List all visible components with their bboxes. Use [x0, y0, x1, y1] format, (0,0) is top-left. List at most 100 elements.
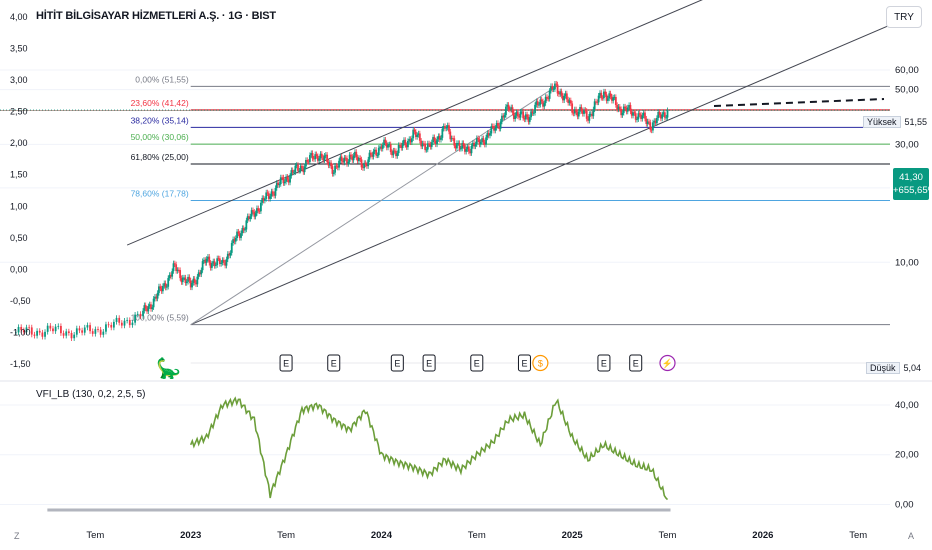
candle-body	[409, 138, 412, 143]
candle-body	[576, 112, 579, 117]
candle-body	[399, 145, 401, 146]
candle-body	[254, 213, 257, 217]
timezone-corner-label[interactable]: Z	[14, 531, 20, 541]
event-marker-0[interactable]: E	[279, 354, 293, 372]
event-marker-4[interactable]: E	[470, 354, 484, 372]
event-marker-3[interactable]: E	[422, 354, 436, 372]
candle-body	[396, 153, 399, 157]
candle-body	[551, 86, 554, 90]
candle-body	[478, 139, 481, 145]
candle-body	[278, 184, 281, 186]
price-axis-label-right-2: 30,00	[895, 139, 919, 150]
candle-body	[649, 122, 652, 130]
candle-body	[481, 138, 483, 142]
candle-body	[270, 191, 273, 197]
event-marker-5[interactable]: E	[517, 354, 531, 372]
candle-body	[25, 327, 28, 333]
candle-body	[642, 112, 645, 116]
fib-label-6: 100,00% (5,59)	[131, 313, 189, 323]
candle-body	[401, 143, 404, 148]
candle-body	[626, 107, 629, 112]
candle-body	[440, 137, 442, 140]
candle-body	[372, 151, 375, 157]
candle-body	[638, 113, 641, 115]
candle-body	[81, 330, 84, 333]
candle-body	[422, 143, 425, 145]
auto-scale-corner-label[interactable]: A	[908, 531, 915, 541]
candle-body	[171, 271, 174, 277]
earnings-marker-icon	[327, 354, 341, 372]
candle-body	[371, 154, 374, 157]
candle-body	[644, 112, 646, 119]
candle-body	[634, 113, 637, 120]
candle-body	[657, 111, 660, 118]
candle-body	[522, 111, 525, 119]
candle-body	[169, 274, 172, 277]
candle-body	[543, 103, 546, 107]
price-axis-label-left-11: -1,50	[10, 359, 31, 369]
candle-body	[265, 192, 268, 199]
candle-body	[216, 258, 219, 266]
candle-body	[462, 143, 465, 147]
candle-body	[407, 140, 409, 148]
candle-body	[319, 153, 322, 159]
candle-body	[593, 101, 596, 110]
candle-body	[452, 138, 454, 140]
candle-body	[512, 112, 515, 119]
candle-body	[89, 325, 91, 332]
candle-body	[297, 164, 299, 171]
candle-body	[343, 157, 346, 163]
candle-body	[287, 179, 290, 183]
candle-body	[617, 106, 620, 110]
event-marker-2[interactable]: E	[390, 354, 404, 372]
candle-body	[519, 111, 522, 118]
candle-body	[302, 168, 305, 173]
event-marker-1[interactable]: E	[327, 354, 341, 372]
candle-body	[515, 112, 518, 116]
candle-body	[628, 105, 630, 108]
candle-body	[613, 97, 616, 98]
candle-body	[120, 322, 123, 326]
earnings-marker-icon	[470, 354, 484, 372]
candle-body	[499, 121, 502, 129]
candle-body	[383, 139, 385, 146]
candle-body	[70, 332, 73, 339]
candle-body	[177, 269, 180, 271]
candle-body	[584, 109, 587, 111]
candle-body	[136, 313, 139, 315]
time-axis-label-2: Tem	[277, 530, 295, 541]
event-marker-7[interactable]: E	[597, 354, 611, 372]
candle-body	[334, 165, 336, 173]
candle-body	[663, 112, 666, 118]
candle-body	[556, 84, 559, 94]
candle-body	[580, 106, 583, 112]
candle-body	[361, 167, 364, 169]
event-marker-6[interactable]: $	[532, 354, 549, 372]
candle-body	[281, 177, 283, 179]
low-tag: Düşük	[866, 362, 900, 374]
candle-body	[115, 317, 118, 322]
candle-body	[575, 109, 578, 113]
candle-body	[156, 292, 159, 299]
candle-body	[610, 96, 613, 101]
candle-body	[579, 106, 581, 112]
price-axis-label-left-5: 1,50	[10, 170, 28, 180]
price-change-value: +655,65%	[893, 185, 932, 196]
candle-body	[385, 143, 388, 148]
candle-body	[14, 332, 17, 334]
candle-body	[392, 150, 395, 156]
candle-body	[473, 142, 476, 147]
candle-body	[143, 305, 146, 311]
event-marker-8[interactable]: E	[629, 354, 643, 372]
candle-body	[571, 103, 574, 113]
indicator-label[interactable]: VFI_LB (130, 0,2, 2,5, 5)	[36, 389, 146, 400]
candle-body	[201, 261, 204, 271]
candle-body	[564, 93, 567, 96]
event-marker-9[interactable]: ⚡	[659, 354, 676, 372]
candle-body	[241, 228, 244, 234]
candle-body	[381, 145, 384, 149]
candle-body	[260, 202, 262, 212]
candle-body	[167, 278, 170, 287]
currency-button[interactable]: TRY	[886, 6, 922, 28]
